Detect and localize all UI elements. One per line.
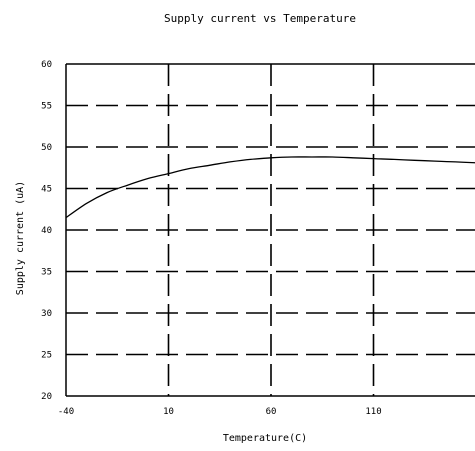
y-tick-label: 30 — [41, 309, 52, 319]
x-tick-label: -40 — [58, 407, 74, 417]
x-tick-label: 110 — [365, 407, 381, 417]
y-tick-labels: 20 25 30 35 40 45 50 55 60 — [41, 60, 52, 402]
chart-title: Supply current vs Temperature — [164, 12, 356, 25]
x-tick-label: 10 — [163, 407, 174, 417]
y-tick-label: 40 — [41, 226, 52, 236]
y-tick-label: 20 — [41, 392, 52, 402]
y-tick-label: 50 — [41, 143, 52, 153]
y-tick-label: 25 — [41, 351, 52, 361]
y-tick-label: 55 — [41, 102, 52, 112]
y-tick-label: 45 — [41, 185, 52, 195]
x-axis-label: Temperature(C) — [223, 433, 307, 444]
y-axis-label: Supply current (uA) — [15, 181, 26, 295]
x-tick-labels: -40 10 60 110 — [58, 407, 382, 417]
grid-lines — [66, 64, 475, 396]
series-line — [65, 156, 475, 219]
x-tick-label: 60 — [266, 407, 277, 417]
plot-frame — [65, 63, 475, 397]
series — [65, 156, 475, 219]
y-tick-label: 60 — [41, 60, 52, 70]
y-tick-label: 35 — [41, 268, 52, 278]
